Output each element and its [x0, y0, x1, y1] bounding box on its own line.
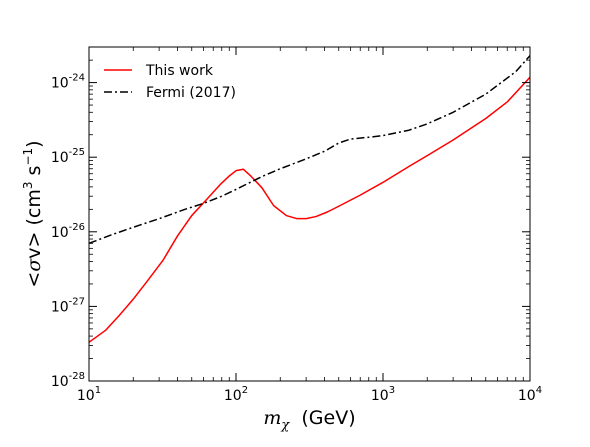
x-tick-label: 104	[518, 385, 542, 404]
series-line-0	[89, 76, 530, 343]
x-axis-label: mχ (GeV)	[263, 407, 355, 433]
y-axis-label: <σv> (cm3 s−1)	[21, 140, 45, 287]
y-tick-label: 10-26	[51, 222, 85, 241]
plot-layer	[89, 55, 530, 343]
y-tick-label: 10-24	[51, 73, 85, 92]
legend-label-0: This work	[145, 63, 214, 79]
y-tick-label: 10-25	[51, 147, 85, 166]
y-tick-label: 10-27	[51, 296, 85, 315]
x-tick-label: 101	[77, 385, 101, 404]
series-group	[89, 55, 530, 343]
x-tick-label: 102	[224, 385, 248, 404]
plot-frame	[88, 46, 531, 382]
y-tick-label: 10-28	[51, 371, 85, 390]
series-line-1	[89, 55, 530, 245]
x-tick-label: 103	[371, 385, 395, 404]
legend: This work Fermi (2017)	[104, 63, 236, 101]
legend-label-1: Fermi (2017)	[146, 85, 236, 101]
axis-layer	[88, 46, 531, 382]
label-layer: 101 102 103 104 10-28 10-27 10-26 10-25 10-24 mχ …	[21, 73, 542, 433]
